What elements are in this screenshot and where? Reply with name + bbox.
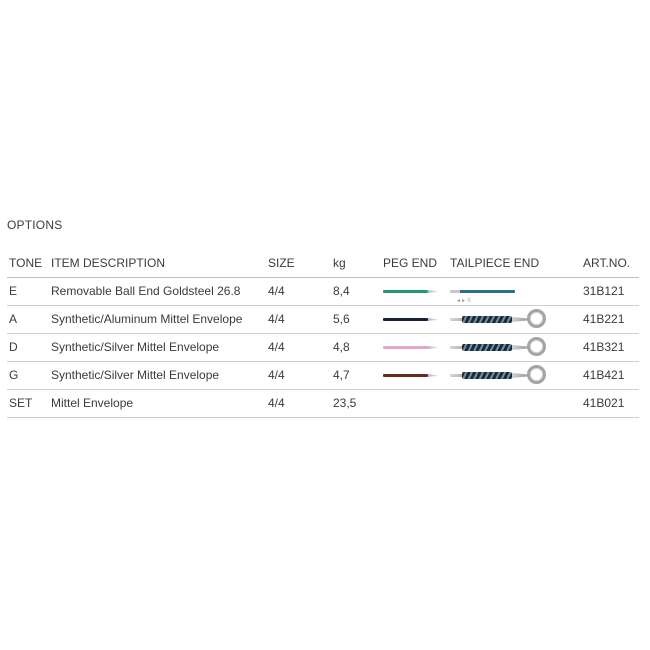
size-cell: 4/4 [268, 396, 285, 410]
kg-cell: 5,6 [333, 312, 350, 326]
peg-end-tip-icon [428, 290, 438, 293]
tailpiece-end-illustration [450, 334, 560, 360]
column-header-peg-end: PEG END [383, 256, 438, 270]
peg-end-illustration [383, 334, 441, 360]
size-cell: 4/4 [268, 284, 285, 298]
description-cell: Synthetic/Silver Mittel Envelope [51, 368, 220, 382]
tone-cell: A [9, 312, 18, 326]
art-no-cell: 31B121 [583, 284, 625, 298]
peg-end-illustration [383, 306, 441, 332]
section-title: OPTIONS [7, 218, 63, 232]
peg-end-illustration [383, 362, 441, 388]
table-row: A Synthetic/Aluminum Mittel Envelope 4/4… [7, 306, 639, 334]
description-cell: Synthetic/Aluminum Mittel Envelope [51, 312, 243, 326]
loop-end-ring-icon [527, 365, 546, 384]
description-cell: Mittel Envelope [51, 396, 134, 410]
peg-end-tip-icon [428, 346, 438, 349]
loop-end-taper-icon [512, 345, 528, 350]
tailpiece-end-illustration: ◄► © [450, 278, 560, 304]
size-cell: 4/4 [268, 368, 285, 382]
loop-end-taper-icon [512, 373, 528, 378]
kg-cell: 4,8 [333, 340, 350, 354]
art-no-cell: 41B221 [583, 312, 625, 326]
tone-cell: D [9, 340, 18, 354]
kg-cell: 8,4 [333, 284, 350, 298]
ball-end-removable-mark: ◄► © [456, 298, 471, 304]
art-no-cell: 41B321 [583, 340, 625, 354]
kg-cell: 4,7 [333, 368, 350, 382]
tone-cell: G [9, 368, 19, 382]
options-table: TONE ITEM DESCRIPTION SIZE kg PEG END TA… [7, 252, 639, 418]
art-no-cell: 41B021 [583, 396, 625, 410]
ball-end-tip-icon [450, 290, 460, 293]
loop-end-taper-icon [512, 317, 528, 322]
description-cell: Removable Ball End Goldsteel 26.8 [51, 284, 241, 298]
loop-end-wire-icon [450, 346, 462, 349]
column-header-size: SIZE [268, 256, 295, 270]
peg-end-illustration [383, 390, 441, 416]
art-no-cell: 41B421 [583, 368, 625, 382]
peg-end-string-icon [383, 346, 428, 349]
loop-end-winding-icon [462, 344, 512, 351]
tailpiece-end-illustration [450, 306, 560, 332]
tailpiece-end-illustration [450, 390, 560, 416]
kg-cell: 23,5 [333, 396, 357, 410]
column-header-description: ITEM DESCRIPTION [51, 256, 166, 270]
table-row: SET Mittel Envelope 4/4 23,5 41B021 [7, 390, 639, 418]
loop-end-ring-icon [527, 337, 546, 356]
column-header-tone: TONE [9, 256, 43, 270]
peg-end-string-icon [383, 318, 428, 321]
tailpiece-end-illustration [450, 362, 560, 388]
column-header-tailpiece-end: TAILPIECE END [450, 256, 540, 270]
size-cell: 4/4 [268, 340, 285, 354]
size-cell: 4/4 [268, 312, 285, 326]
tone-cell: SET [9, 396, 33, 410]
table-header-row: TONE ITEM DESCRIPTION SIZE kg PEG END TA… [7, 252, 639, 278]
loop-end-wire-icon [450, 374, 462, 377]
peg-end-string-icon [383, 374, 428, 377]
loop-end-winding-icon [462, 316, 512, 323]
column-header-kg: kg [333, 256, 346, 270]
loop-end-wire-icon [450, 318, 462, 321]
table-row: E Removable Ball End Goldsteel 26.8 4/4 … [7, 278, 639, 306]
column-header-art-no: ART.NO. [583, 256, 631, 270]
table-row: G Synthetic/Silver Mittel Envelope 4/4 4… [7, 362, 639, 390]
table-row: D Synthetic/Silver Mittel Envelope 4/4 4… [7, 334, 639, 362]
peg-end-illustration [383, 278, 441, 304]
ball-end-string-icon [450, 290, 515, 293]
description-cell: Synthetic/Silver Mittel Envelope [51, 340, 220, 354]
peg-end-tip-icon [428, 318, 438, 321]
peg-end-string-icon [383, 290, 428, 293]
loop-end-winding-icon [462, 372, 512, 379]
peg-end-tip-icon [428, 374, 438, 377]
loop-end-ring-icon [527, 309, 546, 328]
tone-cell: E [9, 284, 18, 298]
